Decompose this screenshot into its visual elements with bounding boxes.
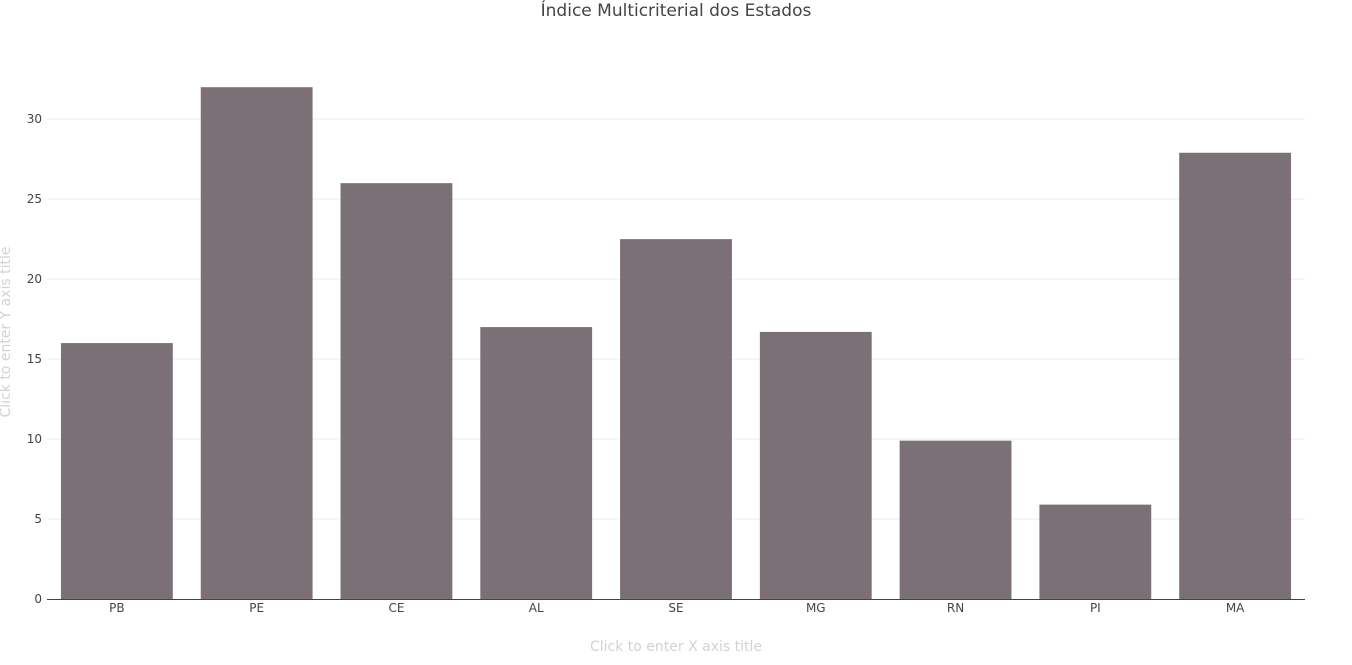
bars xyxy=(60,87,1292,600)
bar-mg[interactable] xyxy=(759,331,872,599)
y-tick-labels: 0 5 10 15 20 25 30 xyxy=(27,112,42,606)
bar-rn[interactable] xyxy=(899,440,1012,599)
bar-pi[interactable] xyxy=(1039,504,1152,599)
x-tick-label: PE xyxy=(249,601,264,615)
x-tick-label: MA xyxy=(1226,601,1245,615)
x-tick-label: PB xyxy=(109,601,124,615)
chart-title: Índice Multicriterial dos Estados xyxy=(540,1,812,21)
bar-pe[interactable] xyxy=(200,87,313,599)
y-tick-label: 25 xyxy=(27,192,42,206)
bar-ma[interactable] xyxy=(1179,152,1292,600)
bar-ce[interactable] xyxy=(340,183,453,599)
bar-se[interactable] xyxy=(620,239,732,599)
y-tick-label: 20 xyxy=(27,272,42,286)
bar-pb[interactable] xyxy=(60,343,173,599)
x-tick-label: PI xyxy=(1090,601,1101,615)
x-tick-labels: PB PE CE AL SE MG RN PI MA xyxy=(109,601,1245,615)
y-tick-label: 30 xyxy=(27,112,42,126)
y-tick-label: 15 xyxy=(27,352,42,366)
y-tick-label: 5 xyxy=(34,512,42,526)
x-tick-label: AL xyxy=(529,601,544,615)
y-tick-label: 10 xyxy=(27,432,42,446)
x-tick-label: SE xyxy=(668,601,683,615)
x-axis-title-placeholder[interactable]: Click to enter X axis title xyxy=(590,639,762,655)
y-tick-label: 0 xyxy=(34,592,42,606)
y-axis-title-placeholder[interactable]: Click to enter Y axis title xyxy=(0,247,14,418)
x-tick-label: RN xyxy=(947,601,964,615)
x-tick-label: MG xyxy=(806,601,826,615)
bar-al[interactable] xyxy=(480,327,593,599)
x-tick-label: CE xyxy=(388,601,404,615)
